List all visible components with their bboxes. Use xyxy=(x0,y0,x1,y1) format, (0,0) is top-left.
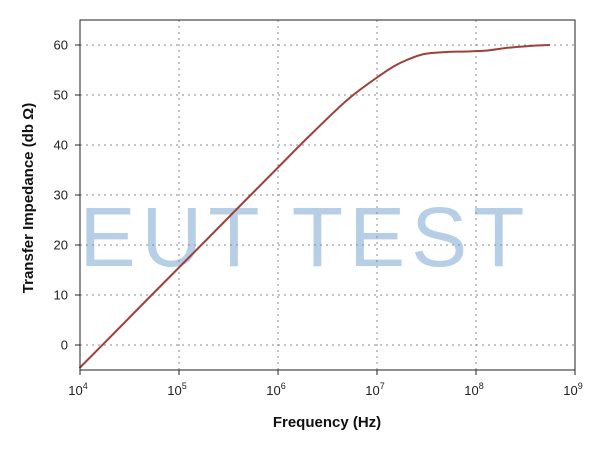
series-layer xyxy=(79,44,551,369)
y-tick-label: 10 xyxy=(54,288,68,303)
x-axis-title: Frequency (Hz) xyxy=(273,414,381,431)
x-tick-label: 108 xyxy=(464,381,483,398)
x-tick-label: 109 xyxy=(563,381,582,398)
x-tick-labels: 104 105 106 107 108 109 xyxy=(68,370,583,398)
y-tick-label: 50 xyxy=(54,88,68,103)
x-tick-label: 105 xyxy=(167,381,186,398)
x-tick-label: 106 xyxy=(266,381,285,398)
x-tick-label: 104 xyxy=(68,381,87,398)
y-tick-label: 40 xyxy=(54,138,68,153)
y-tick-label: 60 xyxy=(54,38,68,53)
y-tick-label: 0 xyxy=(61,338,68,353)
grid xyxy=(80,20,575,370)
transfer-impedance-line xyxy=(79,44,551,369)
y-axis-title: Transfer Impedance (db Ω) xyxy=(20,103,37,293)
y-tick-labels: 0 10 20 30 40 50 60 xyxy=(54,38,80,353)
y-tick-label: 30 xyxy=(54,188,68,203)
x-tick-label: 107 xyxy=(365,381,384,398)
watermark-text: EUT TEST xyxy=(80,190,531,284)
y-tick-label: 20 xyxy=(54,238,68,253)
